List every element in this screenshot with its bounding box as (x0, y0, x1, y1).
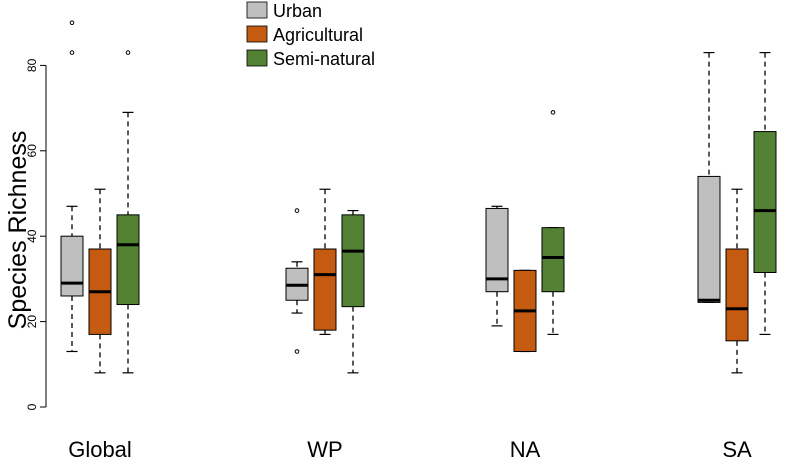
box-na-urban (485, 205, 509, 327)
outlier-point (69, 20, 75, 26)
box-wp-agricultural (313, 188, 337, 336)
box-wp-urban (285, 208, 309, 354)
legend: Urban Agricultural Semi-natural (246, 1, 375, 69)
box-global-urban (60, 20, 84, 353)
box-global-agricultural (88, 188, 112, 374)
box (697, 175, 721, 303)
box (313, 248, 337, 331)
category-label-global: Global (68, 437, 132, 462)
box (116, 214, 140, 306)
y-tick-label: 0 (25, 403, 39, 410)
outlier-point (69, 50, 75, 55)
legend-label-urban: Urban (273, 1, 322, 21)
box (725, 248, 749, 342)
box-sa-agricultural (725, 188, 749, 374)
legend-label-semi-natural: Semi-natural (273, 49, 375, 69)
outlier-point (294, 208, 300, 213)
category-label-na: NA (510, 437, 541, 462)
legend-label-agricultural: Agricultural (273, 25, 363, 45)
y-tick-label: 80 (25, 58, 39, 72)
box (60, 235, 84, 297)
box-na-semi-natural (541, 110, 565, 336)
box-sa-urban (697, 51, 721, 303)
y-axis: 0 20 40 60 80 (25, 58, 47, 410)
outlier-point (294, 349, 300, 354)
box-global-semi-natural (116, 50, 140, 374)
category-label-wp: WP (307, 437, 342, 462)
outlier-point (550, 110, 556, 115)
box (753, 131, 777, 273)
box (541, 227, 565, 293)
category-label-sa: SA (722, 437, 752, 462)
y-tick-label: 20 (25, 315, 39, 329)
y-tick-label: 40 (25, 229, 39, 243)
legend-swatch-agricultural (246, 25, 268, 43)
box-groups (60, 20, 777, 374)
legend-swatch-semi-natural (246, 49, 268, 67)
box (485, 207, 509, 293)
outlier-point (125, 50, 131, 55)
legend-swatch-urban (246, 1, 268, 19)
y-axis-title: Species Richness (4, 131, 32, 330)
box-na-agricultural (513, 269, 537, 353)
box-wp-semi-natural (341, 209, 365, 374)
box (341, 214, 365, 308)
y-tick-label: 60 (25, 144, 39, 158)
box-sa-semi-natural (753, 51, 777, 336)
category-labels: Global WP NA SA (68, 437, 752, 462)
